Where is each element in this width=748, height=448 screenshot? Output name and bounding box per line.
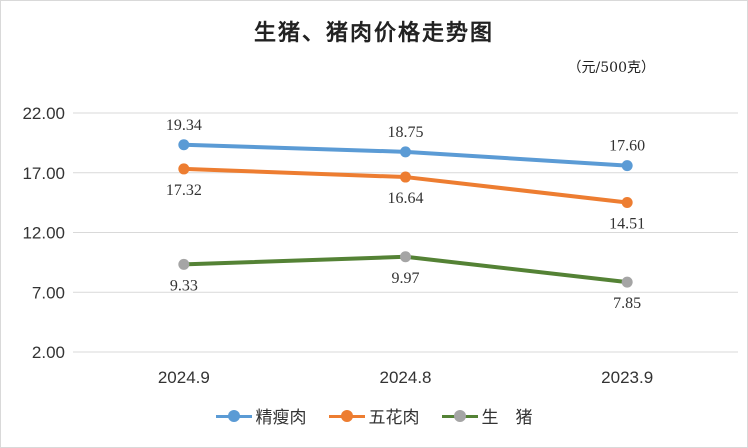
data-label: 9.97: [392, 270, 420, 287]
legend-swatch: [328, 409, 365, 422]
chart-title: 生猪、猪肉价格走势图: [253, 20, 494, 46]
data-point: [400, 251, 411, 263]
data-label: 7.85: [613, 295, 641, 312]
y-tick-label: 7.00: [32, 283, 65, 302]
data-point: [621, 197, 633, 209]
chart-legend: 精瘦肉 五花肉 生 猪: [1, 403, 747, 428]
legend-item: 精瘦肉: [215, 403, 307, 428]
data-point: [178, 139, 190, 151]
data-label: 14.51: [609, 216, 645, 233]
data-label: 17.32: [166, 182, 202, 199]
data-point: [400, 146, 411, 158]
data-point: [400, 171, 411, 183]
data-point: [621, 160, 633, 172]
legend-item: 五花肉: [328, 403, 420, 428]
x-tick-label: 2024.9: [158, 368, 210, 387]
x-tick-label: 2024.8: [380, 368, 432, 387]
y-tick-label: 17.00: [22, 164, 65, 183]
data-label: 16.64: [388, 190, 424, 207]
data-label: 9.33: [170, 277, 198, 294]
data-label: 19.34: [166, 117, 202, 134]
data-point: [621, 276, 633, 288]
legend-label: 精瘦肉: [255, 408, 307, 428]
legend-item: 生 猪: [441, 403, 533, 428]
legend-swatch: [441, 409, 478, 422]
legend-label: 生 猪: [481, 408, 533, 428]
y-tick-label: 12.00: [22, 224, 65, 243]
data-label: 18.75: [388, 124, 424, 141]
y-tick-label: 22.00: [22, 104, 65, 123]
chart-unit: （元/500克）: [567, 60, 655, 76]
legend-swatch: [215, 409, 252, 422]
data-label: 17.60: [609, 138, 645, 155]
y-tick-label: 2.00: [32, 343, 65, 362]
legend-label: 五花肉: [368, 408, 420, 428]
x-tick-label: 2023.9: [601, 368, 653, 387]
data-point: [178, 163, 190, 175]
data-point: [178, 258, 190, 270]
